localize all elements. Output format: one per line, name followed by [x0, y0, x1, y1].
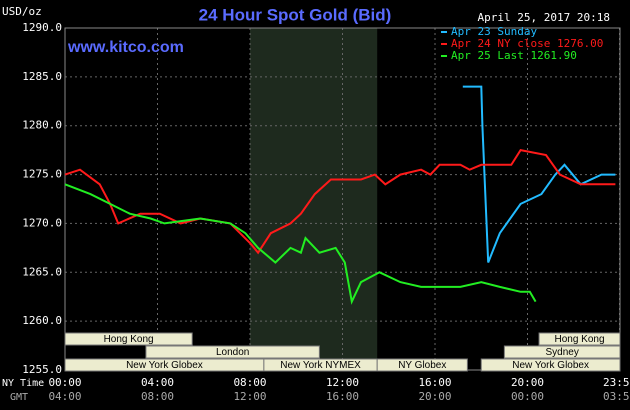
chart-title: 24 Hour Spot Gold (Bid)	[199, 5, 392, 24]
x-tick-label: 23:59	[603, 376, 630, 389]
x-axis-label: NY Time	[2, 378, 44, 389]
session-box	[376, 358, 468, 372]
y-tick-label: 1260.0	[22, 314, 62, 327]
session-label: New York Globex	[126, 360, 203, 371]
x2-tick-label: 04:00	[48, 390, 81, 403]
session-label: Hong Kong	[555, 334, 605, 345]
y-tick-label: 1290.0	[22, 21, 62, 34]
timestamp: April 25, 2017 20:18	[478, 11, 610, 24]
y-tick-label: 1275.0	[22, 168, 62, 181]
x2-tick-label: 20:00	[418, 390, 451, 403]
session-box	[145, 345, 320, 359]
session-label: London	[216, 347, 249, 358]
legend-label: Apr 25 Last 1261.90	[451, 49, 577, 62]
website: www.kitco.com	[67, 39, 184, 56]
legend-label: Apr 23 Sunday	[451, 25, 537, 38]
session-box	[64, 332, 193, 346]
session-label: NY Globex	[398, 360, 446, 371]
series-line	[64, 148, 616, 255]
x-tick-label: 12:00	[326, 376, 359, 389]
session-label: New York NYMEX	[280, 360, 361, 371]
x2-tick-label: 16:00	[326, 390, 359, 403]
y-tick-label: 1255.0	[22, 363, 62, 376]
session-label: Sydney	[546, 347, 579, 358]
y-tick-label: 1280.0	[22, 119, 62, 132]
x2-tick-label: 12:00	[233, 390, 266, 403]
y-tick-label: 1270.0	[22, 216, 62, 229]
y-tick-label: 1285.0	[22, 70, 62, 83]
x-tick-label: 00:00	[48, 376, 81, 389]
session-label: Hong Kong	[104, 334, 154, 345]
highlight-band	[250, 28, 378, 370]
x-tick-label: 08:00	[233, 376, 266, 389]
x-tick-label: 04:00	[141, 376, 174, 389]
x2-tick-label: 08:00	[141, 390, 174, 403]
x2-tick-label: 00:00	[511, 390, 544, 403]
legend-label: Apr 24 NY close 1276.00	[451, 37, 603, 50]
x2-axis-label: GMT	[10, 392, 28, 403]
series-line	[64, 183, 537, 305]
x-tick-label: 20:00	[511, 376, 544, 389]
session-box	[480, 358, 621, 372]
session-box	[538, 332, 621, 346]
session-box	[503, 345, 621, 359]
x-tick-label: 16:00	[418, 376, 451, 389]
session-label: New York Globex	[512, 360, 589, 371]
x2-tick-label: 03:59	[603, 390, 630, 403]
series-line	[462, 85, 616, 263]
y-tick-label: 1265.0	[22, 265, 62, 278]
y-unit: USD/oz	[2, 5, 42, 18]
